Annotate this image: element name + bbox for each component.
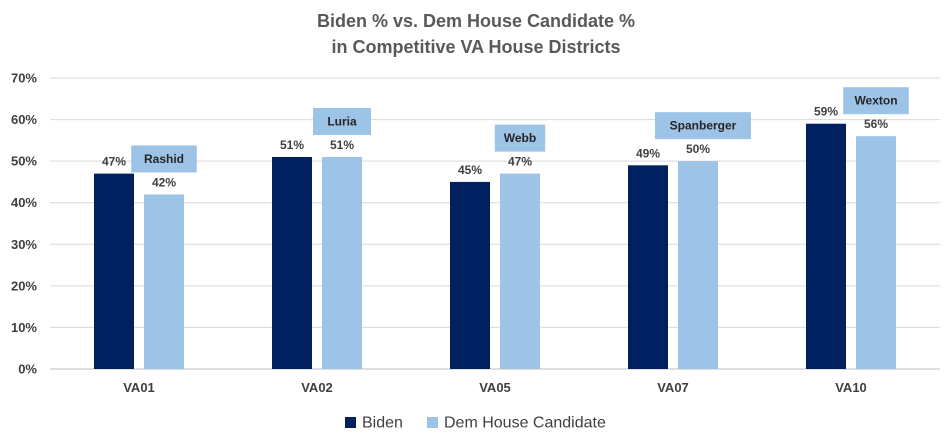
chart-title: Biden % vs. Dem House Candidate % in Com… <box>317 11 635 57</box>
bar-dem-candidate-va02 <box>322 156 362 369</box>
data-label: 56% <box>864 117 888 131</box>
chart-title-line-2: in Competitive VA House Districts <box>331 37 620 57</box>
bar-dem-candidate-va10 <box>856 136 896 369</box>
y-tick-label: 10% <box>11 320 37 335</box>
x-axis: VA01 VA02 VA05 VA07 VA10 <box>123 380 867 395</box>
candidate-callout-wexton: Wexton <box>843 87 909 115</box>
y-tick-label: 50% <box>11 154 37 169</box>
x-tick-label: VA02 <box>301 380 333 395</box>
data-label: 50% <box>686 142 710 156</box>
legend-swatch <box>427 417 438 428</box>
data-label: 47% <box>508 155 532 169</box>
data-label: 47% <box>102 155 126 169</box>
bar-dem-candidate-va07 <box>678 161 718 369</box>
y-tick-label: 70% <box>11 71 37 86</box>
candidate-callout-rashid: Rashid <box>131 145 197 173</box>
candidate-name: Webb <box>504 131 536 145</box>
data-label: 59% <box>814 105 838 119</box>
y-tick-label: 60% <box>11 112 37 127</box>
x-tick-label: VA05 <box>479 380 511 395</box>
candidate-box <box>843 87 909 115</box>
y-axis: 0% 10% 20% 30% 40% 50% 60% 70% <box>11 71 37 377</box>
candidate-callout-spanberger: Spanberger <box>655 112 751 140</box>
bar-biden-va05 <box>450 181 490 369</box>
legend-item-biden: Biden <box>345 415 403 432</box>
bar-biden-va10 <box>806 123 846 369</box>
bar-dem-candidate-va05 <box>500 173 540 369</box>
candidate-name: Spanberger <box>670 119 737 133</box>
candidate-name: Rashid <box>144 152 184 166</box>
x-tick-label: VA07 <box>657 380 689 395</box>
y-tick-label: 0% <box>18 362 37 377</box>
legend: Biden Dem House Candidate <box>345 415 606 432</box>
data-label: 42% <box>152 175 176 189</box>
candidate-name: Luria <box>327 114 357 128</box>
candidate-labels: Rashid Luria Webb Spanberger Wexton <box>131 87 909 173</box>
bar-biden-va01 <box>94 173 134 369</box>
y-tick-label: 20% <box>11 278 37 293</box>
candidate-callout-luria: Luria <box>313 107 371 135</box>
legend-label: Dem House Candidate <box>444 415 606 432</box>
y-tick-label: 30% <box>11 237 37 252</box>
data-label: 51% <box>280 138 304 152</box>
x-tick-label: VA10 <box>835 380 867 395</box>
candidate-box <box>494 124 546 152</box>
bar-biden-va02 <box>272 156 312 369</box>
candidate-name: Wexton <box>854 94 897 108</box>
bars: 47% 42% 51% 51% 45% 47% 49% 50% 59% 56% <box>94 105 896 369</box>
data-label: 51% <box>330 138 354 152</box>
y-tick-label: 40% <box>11 195 37 210</box>
candidate-box <box>313 107 371 135</box>
legend-label: Biden <box>362 415 403 432</box>
legend-item-dem-candidate: Dem House Candidate <box>427 415 606 432</box>
candidate-box <box>131 145 197 173</box>
data-label: 45% <box>458 163 482 177</box>
candidate-box <box>655 112 751 140</box>
gridlines <box>50 77 940 370</box>
legend-swatch <box>345 417 356 428</box>
chart-title-line-1: Biden % vs. Dem House Candidate % <box>317 11 635 31</box>
bar-dem-candidate-va01 <box>144 194 184 369</box>
bar-biden-va07 <box>628 165 668 369</box>
candidate-callout-webb: Webb <box>494 124 546 152</box>
data-label: 49% <box>636 146 660 160</box>
x-tick-label: VA01 <box>123 380 155 395</box>
